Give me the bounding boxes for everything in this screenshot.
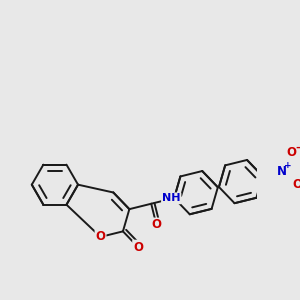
Text: O: O [292,178,300,191]
Text: N: N [277,165,287,178]
Text: NH: NH [162,193,181,203]
Text: O: O [133,241,143,254]
Text: O: O [286,146,296,159]
Text: O: O [152,218,161,232]
Text: +: + [284,161,292,170]
Text: -: - [296,143,300,153]
Text: O: O [95,230,106,243]
